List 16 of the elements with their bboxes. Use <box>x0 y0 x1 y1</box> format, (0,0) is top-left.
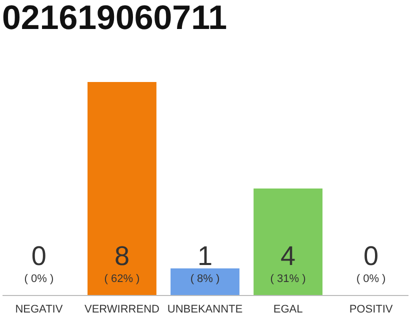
data-label: 1 <box>197 241 213 271</box>
data-label: 4 <box>280 241 296 271</box>
annotation: ( 0% ) <box>356 273 386 285</box>
annotation: ( 8% ) <box>190 273 220 285</box>
x-tick-label: POSITIV <box>349 304 394 316</box>
x-tick-label: UNBEKANNTE <box>167 304 243 316</box>
annotation: ( 31% ) <box>270 273 306 285</box>
x-tick-label: NEGATIV <box>15 304 64 316</box>
data-label: 0 <box>31 241 46 271</box>
data-label: 0 <box>364 241 379 271</box>
annotation: ( 62% ) <box>104 273 140 285</box>
annotation: ( 0% ) <box>24 273 54 285</box>
data-label: 8 <box>114 241 130 271</box>
x-tick-label: EGAL <box>273 304 303 316</box>
chart-title: 021619060711 <box>2 0 228 37</box>
x-tick-label: VERWIRREND <box>84 304 160 316</box>
